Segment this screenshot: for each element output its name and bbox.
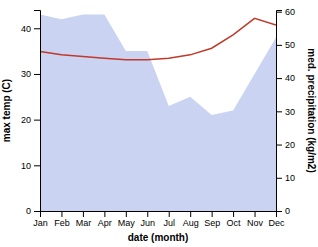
tick: Sep: [204, 211, 220, 228]
tick-label: 50: [285, 40, 295, 50]
tick: 60: [276, 7, 295, 17]
tick-mark: [147, 211, 148, 217]
tick-mark: [276, 211, 282, 212]
tick-mark: [212, 211, 213, 217]
tick-mark: [276, 111, 282, 112]
tick-mark: [276, 145, 282, 146]
tick-mark: [83, 211, 84, 217]
chart: JanFebMarAprMayJunJulAugSepOctNovDec0102…: [0, 0, 318, 247]
tick: Aug: [183, 211, 199, 228]
tick: Oct: [227, 211, 242, 228]
tick: Mar: [76, 211, 92, 228]
tick-label: 40: [285, 73, 295, 83]
tick-label: 60: [285, 7, 295, 17]
tick-mark: [34, 120, 40, 121]
tick-mark: [233, 211, 234, 217]
tick-mark: [276, 78, 282, 79]
tick: 40: [21, 24, 40, 34]
tick-label: 10: [285, 173, 295, 183]
tick-label: 0: [285, 206, 290, 216]
tick: 0: [276, 206, 290, 216]
line: [40, 18, 276, 60]
area: [40, 15, 276, 211]
tick-label: 0: [26, 206, 31, 216]
tick-label: 40: [21, 24, 31, 34]
tick-mark: [190, 211, 191, 217]
y2-axis: 0 10 20 30 40 50 60: [276, 7, 295, 216]
plot: JanFebMarAprMayJunJulAugSepOctNovDec0102…: [1, 7, 317, 243]
tick-label: Mar: [76, 218, 92, 228]
tick: 30: [276, 107, 295, 117]
tick-label: Nov: [247, 218, 264, 228]
tick-label: Oct: [227, 218, 242, 228]
marks: [40, 15, 276, 211]
tick: Dec: [268, 211, 285, 228]
axis-line: [41, 212, 277, 218]
tick: May: [118, 211, 136, 228]
tick-mark: [169, 211, 170, 217]
tick: Jul: [163, 211, 175, 228]
tick: 50: [276, 40, 295, 50]
tick-label: 20: [285, 140, 295, 150]
tick-mark: [276, 12, 282, 13]
tick-label: Jun: [141, 218, 156, 228]
y2-label: med. precipitation (kg/m2): [306, 48, 317, 172]
x-label: date (month): [128, 232, 189, 243]
tick-label: Feb: [54, 218, 70, 228]
tick-mark: [126, 211, 127, 217]
tick-label: 30: [21, 69, 31, 79]
tick: 20: [21, 115, 40, 125]
tick: 0: [26, 206, 40, 216]
tick: Jan: [33, 211, 48, 228]
tick: 10: [276, 173, 295, 183]
tick-mark: [34, 28, 40, 29]
y-label: max temp (C): [1, 79, 12, 142]
tick-label: Apr: [98, 218, 112, 228]
tick-mark: [255, 211, 256, 217]
tick: 40: [276, 73, 295, 83]
axis-line: [34, 11, 41, 212]
tick-mark: [34, 74, 40, 75]
tick-label: 10: [21, 161, 31, 171]
tick-mark: [34, 165, 40, 166]
tick: Nov: [247, 211, 264, 228]
tick: Feb: [54, 211, 70, 228]
tick: Apr: [98, 211, 112, 228]
tick-label: May: [118, 218, 136, 228]
tick: 30: [21, 69, 40, 79]
tick-label: 30: [285, 107, 295, 117]
tick-mark: [104, 211, 105, 217]
tick-label: Aug: [183, 218, 199, 228]
tick-mark: [61, 211, 62, 217]
axis-line: [277, 11, 283, 212]
tick-label: Sep: [204, 218, 220, 228]
x-axis: Jan Feb Mar Apr May Jun Jul Aug Sep Oct Nov Dec: [33, 211, 285, 228]
tick-mark: [276, 45, 282, 46]
tick-label: Dec: [268, 218, 285, 228]
tick: 20: [276, 140, 295, 150]
tick: 10: [21, 161, 40, 171]
tick-mark: [34, 211, 40, 212]
tick-label: Jul: [163, 218, 175, 228]
tick-label: Jan: [33, 218, 48, 228]
y-axis: 0 10 20 30 40: [21, 11, 41, 217]
tick: Jun: [141, 211, 156, 228]
tick-label: 20: [21, 115, 31, 125]
tick-mark: [276, 178, 282, 179]
